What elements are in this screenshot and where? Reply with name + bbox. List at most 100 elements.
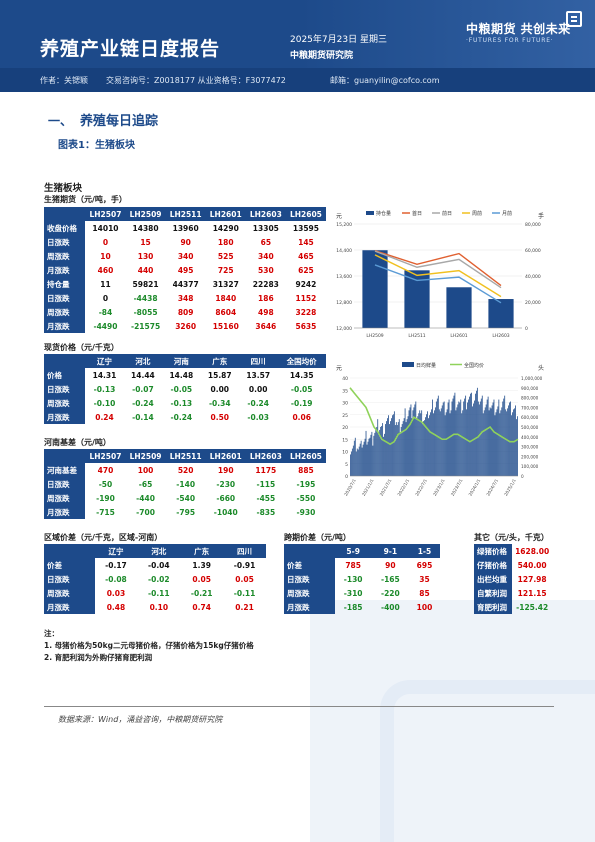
volume-bar <box>416 419 418 476</box>
brand-logo-icon <box>566 11 582 27</box>
row-label: 价差 <box>284 558 335 572</box>
volume-bar <box>429 415 430 476</box>
table-cell: 695 <box>416 560 433 570</box>
volume-bar <box>355 451 357 476</box>
volume-bar <box>459 402 461 476</box>
volume-bar <box>370 434 372 476</box>
bar <box>404 270 430 328</box>
volume-bar <box>393 411 395 476</box>
table-cell: -0.04 <box>148 560 170 570</box>
volume-bar <box>479 401 481 476</box>
volume-bar <box>471 392 472 476</box>
column-header: 四川 <box>223 544 266 558</box>
volume-bar <box>363 441 365 476</box>
x-tick-label: LH2603 <box>492 333 509 339</box>
row-label: 日涨跌 <box>44 477 86 491</box>
column-header: 9-1 <box>371 544 409 558</box>
table-cell: -310 <box>343 588 363 598</box>
y2-tick-label: 500,000 <box>521 425 539 430</box>
table-row: 价格 14.31 14.44 14.48 15.87 13.57 14.35 <box>44 368 326 382</box>
volume-bar <box>433 413 434 476</box>
y-axis-label: 元 <box>336 365 342 372</box>
table-cell: -0.91 <box>233 560 256 570</box>
volume-bar <box>384 433 385 476</box>
volume-bar <box>392 414 394 476</box>
table-cell: -700 <box>136 507 155 517</box>
column-header: 河北 <box>123 354 163 368</box>
table-cell: 15160 <box>212 321 239 331</box>
table-cell: 180 <box>217 237 234 247</box>
table-cell: 0.74 <box>192 602 211 612</box>
volume-bar <box>413 407 415 476</box>
volume-bar <box>428 418 429 476</box>
table-cell: -795 <box>176 507 196 517</box>
table-cell: -0.05 <box>290 384 313 394</box>
legend-label: 日均鲜量 <box>416 362 436 369</box>
table-cell: 14.35 <box>289 370 314 380</box>
row-label: 月涨跌 <box>44 410 86 424</box>
table-cell: 785 <box>345 560 361 570</box>
table-cell: 9242 <box>295 279 317 289</box>
author-email[interactable]: 邮箱：guanyilin@cofco.com <box>330 76 440 85</box>
table-cell: -455 <box>256 493 276 503</box>
table-cell: 130 <box>137 251 154 261</box>
table-row: 持仓量 11 59821 44377 31327 22283 9242 <box>44 277 326 291</box>
column-header: 辽宁 <box>94 544 138 558</box>
volume-bar <box>351 448 353 476</box>
table-cell: -0.13 <box>170 398 193 408</box>
volume-bar <box>469 396 470 476</box>
y2-tick-label: 0 <box>521 474 524 479</box>
volume-bar <box>435 401 437 476</box>
volume-bar <box>372 445 374 476</box>
calendar-table: 5-9 9-1 1-5 价差 785 90 695 日涨跌 -130 -165 35 周涨跌 -310 -… <box>284 544 440 614</box>
volume-bar <box>511 415 512 476</box>
table-cell: 14.31 <box>92 370 117 380</box>
table-cell: -540 <box>176 493 196 503</box>
header-cell <box>44 449 86 463</box>
volume-bar <box>447 402 449 476</box>
report-title: 养殖产业链日度报告 <box>40 38 221 60</box>
source-divider <box>44 706 554 707</box>
column-header: LH2507 <box>85 449 126 463</box>
volume-bar <box>353 440 355 476</box>
table-cell: 725 <box>217 265 234 275</box>
table-cell: 145 <box>298 237 314 247</box>
volume-bar <box>439 411 441 476</box>
volume-bar <box>516 419 517 476</box>
bar <box>488 299 514 328</box>
volume-bar <box>385 424 386 476</box>
volume-bar <box>466 409 468 476</box>
table-cell: -190 <box>96 493 115 503</box>
volume-bar <box>455 410 457 476</box>
legend-label: 首日 <box>412 210 422 217</box>
table-cell: 8604 <box>215 307 237 317</box>
volume-bar <box>373 435 375 476</box>
table-cell: -0.21 <box>190 588 213 598</box>
y2-tick-label: 0 <box>525 326 528 332</box>
volume-bar <box>458 401 460 476</box>
volume-bar <box>425 417 426 476</box>
note-line: 2. 育肥利润为外购仔猪育肥利润 <box>44 653 153 662</box>
bar <box>446 287 472 328</box>
volume-bar <box>409 407 411 476</box>
y-tick-label: 15,200 <box>336 222 352 228</box>
header-cell <box>44 207 86 221</box>
table-cell: 470 <box>97 465 114 475</box>
watermark-shape <box>380 680 595 842</box>
volume-bar <box>490 408 492 476</box>
row-label: 周涨跌 <box>284 586 335 600</box>
volume-bar <box>434 410 435 476</box>
section-number: 一、 <box>48 114 73 128</box>
column-header: LH2507 <box>85 207 126 221</box>
regional-table-title: 区域价差（元/千克，区域-河南） <box>44 533 163 542</box>
table-row: 月涨跌 -715 -700 -795 -1040 -835 -930 <box>44 505 326 519</box>
column-header: LH2603 <box>245 207 286 221</box>
table-cell: 0.05 <box>192 574 211 584</box>
volume-bar <box>361 447 363 476</box>
volume-bar <box>383 436 384 476</box>
report-date: 2025年7月23日 星期三 <box>290 35 387 45</box>
row-label: 周涨跌 <box>44 396 86 410</box>
table-cell: 0.05 <box>235 574 254 584</box>
volume-bar <box>476 387 478 476</box>
y2-tick-label: 300,000 <box>521 445 539 450</box>
